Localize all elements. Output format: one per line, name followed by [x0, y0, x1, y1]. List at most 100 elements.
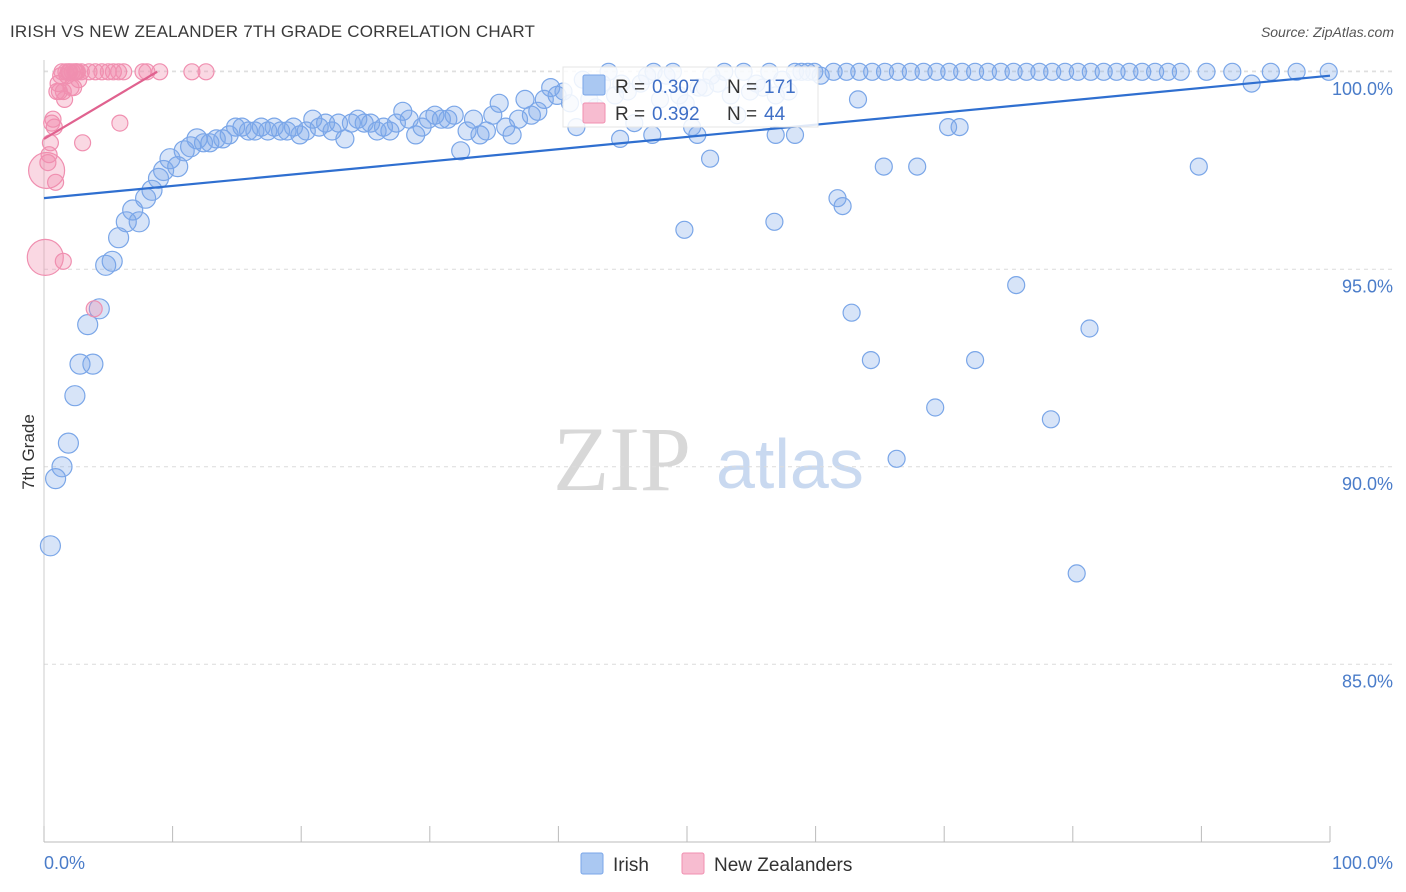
irish-point — [1133, 62, 1152, 81]
irish-point — [848, 90, 868, 109]
irish-point — [950, 117, 969, 137]
x-tick-label: 100.0% — [1332, 853, 1393, 873]
axes: 85.0% 90.0% 95.0% 100.0% 0.0% 100.0% — [43, 60, 1393, 873]
irish-point — [1094, 62, 1113, 81]
irish-point — [927, 62, 946, 81]
irish-point — [1030, 62, 1049, 81]
irish-point — [69, 353, 91, 375]
irish-point — [785, 125, 805, 144]
y-tick-label: 95.0% — [1342, 276, 1393, 296]
irish-point — [1080, 319, 1099, 338]
irish-point — [1171, 62, 1190, 81]
irish-point — [128, 211, 150, 233]
nz-point — [54, 252, 72, 270]
nz-point — [183, 63, 201, 81]
irish-point — [444, 105, 464, 125]
nz-point — [151, 63, 169, 81]
y-tick-label: 85.0% — [1342, 671, 1393, 691]
irish-point — [765, 212, 784, 231]
irish-point — [167, 156, 189, 178]
stats-swatch-irish — [582, 74, 606, 96]
irish-point — [88, 298, 110, 320]
irish-point — [1068, 62, 1088, 81]
irish-point — [51, 456, 73, 478]
irish-point — [1287, 62, 1306, 81]
nz-point — [111, 114, 129, 132]
irish-point — [534, 89, 554, 110]
nz-point — [197, 63, 215, 81]
irish-point — [489, 93, 509, 113]
irish-point — [991, 62, 1010, 81]
watermark: ZIP atlas — [553, 408, 864, 510]
irish-point — [1043, 62, 1062, 81]
irish-point — [842, 303, 861, 322]
irish-point — [965, 351, 985, 370]
irish-point — [393, 101, 413, 121]
legend-label-irish: Irish — [613, 855, 649, 876]
stats-box: R = 0.307 N = 171 R = 0.392 N = 44 — [562, 66, 819, 128]
stats-n-label-nz: N = — [727, 104, 757, 125]
irish-point — [675, 220, 694, 239]
y-tick-label: 90.0% — [1342, 474, 1393, 494]
irish-point — [95, 254, 117, 276]
source-credit: Source: ZipAtlas.com — [1260, 24, 1394, 40]
irish-point — [824, 62, 843, 81]
irish-point — [483, 105, 503, 125]
irish-point — [1223, 62, 1242, 81]
legend: Irish New Zealanders — [580, 852, 852, 876]
irish-point — [101, 250, 123, 272]
watermark-zip: ZIP — [553, 408, 691, 510]
nz-point — [86, 63, 105, 81]
stats-n-label-irish: N = — [727, 77, 757, 98]
stats-n-value-nz: 44 — [764, 104, 786, 125]
trend-lines — [43, 70, 1331, 200]
y-tick-label: 100.0% — [1332, 79, 1393, 99]
legend-swatch-nz — [681, 852, 705, 875]
irish-point — [39, 535, 62, 557]
irish-point — [82, 353, 104, 375]
irish-point — [1004, 62, 1023, 81]
irish-point — [940, 62, 959, 81]
irish-point — [1081, 62, 1100, 81]
irish-point — [1017, 62, 1036, 81]
irish-point — [238, 121, 259, 141]
irish-point — [1041, 410, 1061, 429]
nz-point — [73, 134, 92, 152]
nz-trend-line — [43, 70, 158, 140]
chart-title: IRISH VS NEW ZEALANDER 7TH GRADE CORRELA… — [10, 22, 536, 41]
y-axis-label: 7th Grade — [19, 414, 38, 490]
irish-point — [965, 62, 985, 81]
irish-point — [44, 468, 67, 490]
irish-point — [1189, 157, 1208, 176]
stats-swatch-nz — [582, 102, 606, 124]
irish-point — [115, 211, 137, 233]
irish-point — [77, 314, 99, 336]
watermark-atlas: atlas — [716, 425, 864, 503]
irish-point — [863, 62, 882, 81]
irish-point — [861, 351, 881, 370]
irish-point — [850, 62, 869, 81]
irish-point — [406, 125, 426, 145]
irish-point — [412, 117, 432, 137]
nz-point — [46, 173, 65, 191]
nz-point — [109, 63, 128, 81]
irish-point — [141, 179, 163, 201]
irish-point — [887, 449, 906, 468]
stats-r-label-irish: R = — [615, 77, 645, 98]
irish-point — [1107, 62, 1126, 81]
x-tick-label: 0.0% — [44, 853, 85, 873]
irish-point — [1319, 62, 1338, 81]
irish-point — [700, 149, 720, 168]
irish-point — [64, 385, 86, 407]
irish-trend-line — [43, 74, 1331, 200]
stats-r-value-nz: 0.392 — [652, 104, 700, 125]
stats-r-label-nz: R = — [615, 104, 645, 125]
legend-swatch-irish — [580, 852, 604, 875]
irish-point — [386, 113, 406, 133]
irish-point — [914, 62, 933, 81]
nz-point — [26, 238, 64, 276]
irish-point — [1067, 564, 1086, 583]
irish-point — [833, 197, 852, 216]
nz-point — [85, 300, 103, 318]
